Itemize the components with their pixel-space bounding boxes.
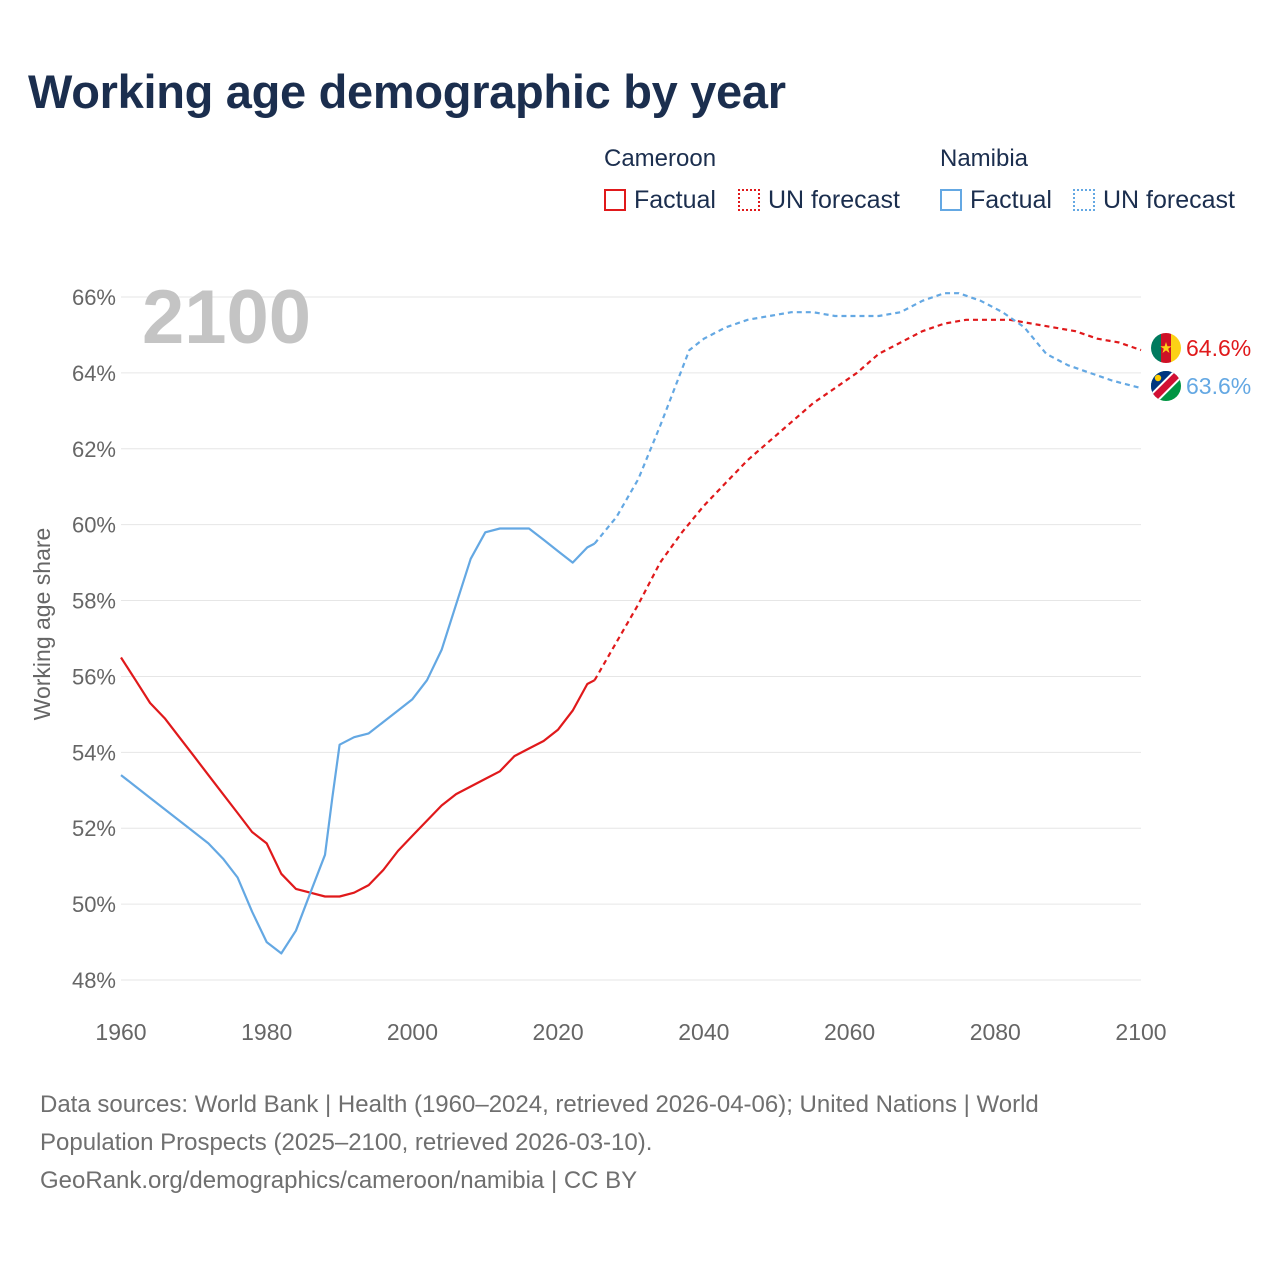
gridlines	[121, 296, 1141, 981]
legend-swatch-icon	[1073, 189, 1095, 211]
x-tick-label: 2060	[824, 1019, 875, 1045]
x-tick-label: 1960	[95, 1019, 146, 1045]
cameroon-end-value: 64.6%	[1186, 335, 1251, 361]
chart-title: Working age demographic by year	[28, 65, 786, 118]
legend-cameroon-forecast[interactable]: UN forecast	[738, 185, 900, 215]
cameroon-flag-icon	[1151, 333, 1181, 363]
line-chart: 48% 50% 52% 54% 56% 58% 60% 62% 64% 66% 1960 1980 2…	[29, 275, 1251, 1045]
current-year-label: 2100	[142, 275, 311, 360]
legend-namibia-factual[interactable]: Factual	[940, 185, 1052, 215]
cameroon-factual-line	[120, 656, 596, 898]
legend-country-cameroon: Cameroon	[604, 145, 717, 172]
x-tick-label: 1980	[241, 1019, 292, 1045]
footer-sources: Data sources: World Bank | Health (1960–…	[40, 1086, 1240, 1200]
legend-cameroon-factual[interactable]: Factual	[604, 185, 716, 215]
y-axis-ticks: 48% 50% 52% 54% 56% 58% 60% 62% 64% 66%	[72, 285, 116, 993]
y-axis-label: Working age share	[29, 528, 55, 721]
namibia-factual-line	[120, 527, 596, 955]
y-tick-label: 66%	[72, 285, 116, 310]
legend-namibia-forecast[interactable]: UN forecast	[1073, 185, 1235, 215]
y-tick-label: 54%	[72, 740, 116, 765]
legend-swatch-icon	[940, 189, 962, 211]
x-tick-label: 2100	[1115, 1019, 1166, 1045]
footer-line: Population Prospects (2025–2100, retriev…	[40, 1129, 653, 1156]
y-tick-label: 60%	[72, 513, 116, 538]
legend-label: UN forecast	[768, 185, 900, 214]
y-tick-label: 50%	[72, 892, 116, 917]
legend-label: UN forecast	[1103, 185, 1235, 214]
legend-swatch-icon	[604, 189, 626, 211]
legend-label: Factual	[634, 185, 716, 214]
y-tick-label: 58%	[72, 589, 116, 614]
legend-label: Factual	[970, 185, 1052, 214]
footer-line: GeoRank.org/demographics/cameroon/namibi…	[40, 1167, 638, 1194]
x-tick-label: 2040	[678, 1019, 729, 1045]
y-tick-label: 56%	[72, 664, 116, 689]
namibia-flag-icon	[1151, 371, 1181, 401]
x-tick-label: 2000	[387, 1019, 438, 1045]
namibia-end-value: 63.6%	[1186, 373, 1251, 399]
legend-swatch-icon	[738, 189, 760, 211]
x-axis-ticks: 1960 1980 2000 2020 2040 2060 2080 2100	[95, 1019, 1166, 1045]
y-tick-label: 52%	[72, 816, 116, 841]
cameroon-forecast-line	[593, 318, 1142, 681]
y-tick-label: 64%	[72, 361, 116, 386]
namibia-forecast-line	[593, 292, 1142, 545]
x-tick-label: 2080	[970, 1019, 1021, 1045]
footer-line: Data sources: World Bank | Health (1960–…	[40, 1091, 1039, 1118]
series-lines	[120, 292, 1142, 955]
y-tick-label: 48%	[72, 968, 116, 993]
legend-country-namibia: Namibia	[940, 145, 1029, 172]
y-tick-label: 62%	[72, 437, 116, 462]
x-tick-label: 2020	[533, 1019, 584, 1045]
